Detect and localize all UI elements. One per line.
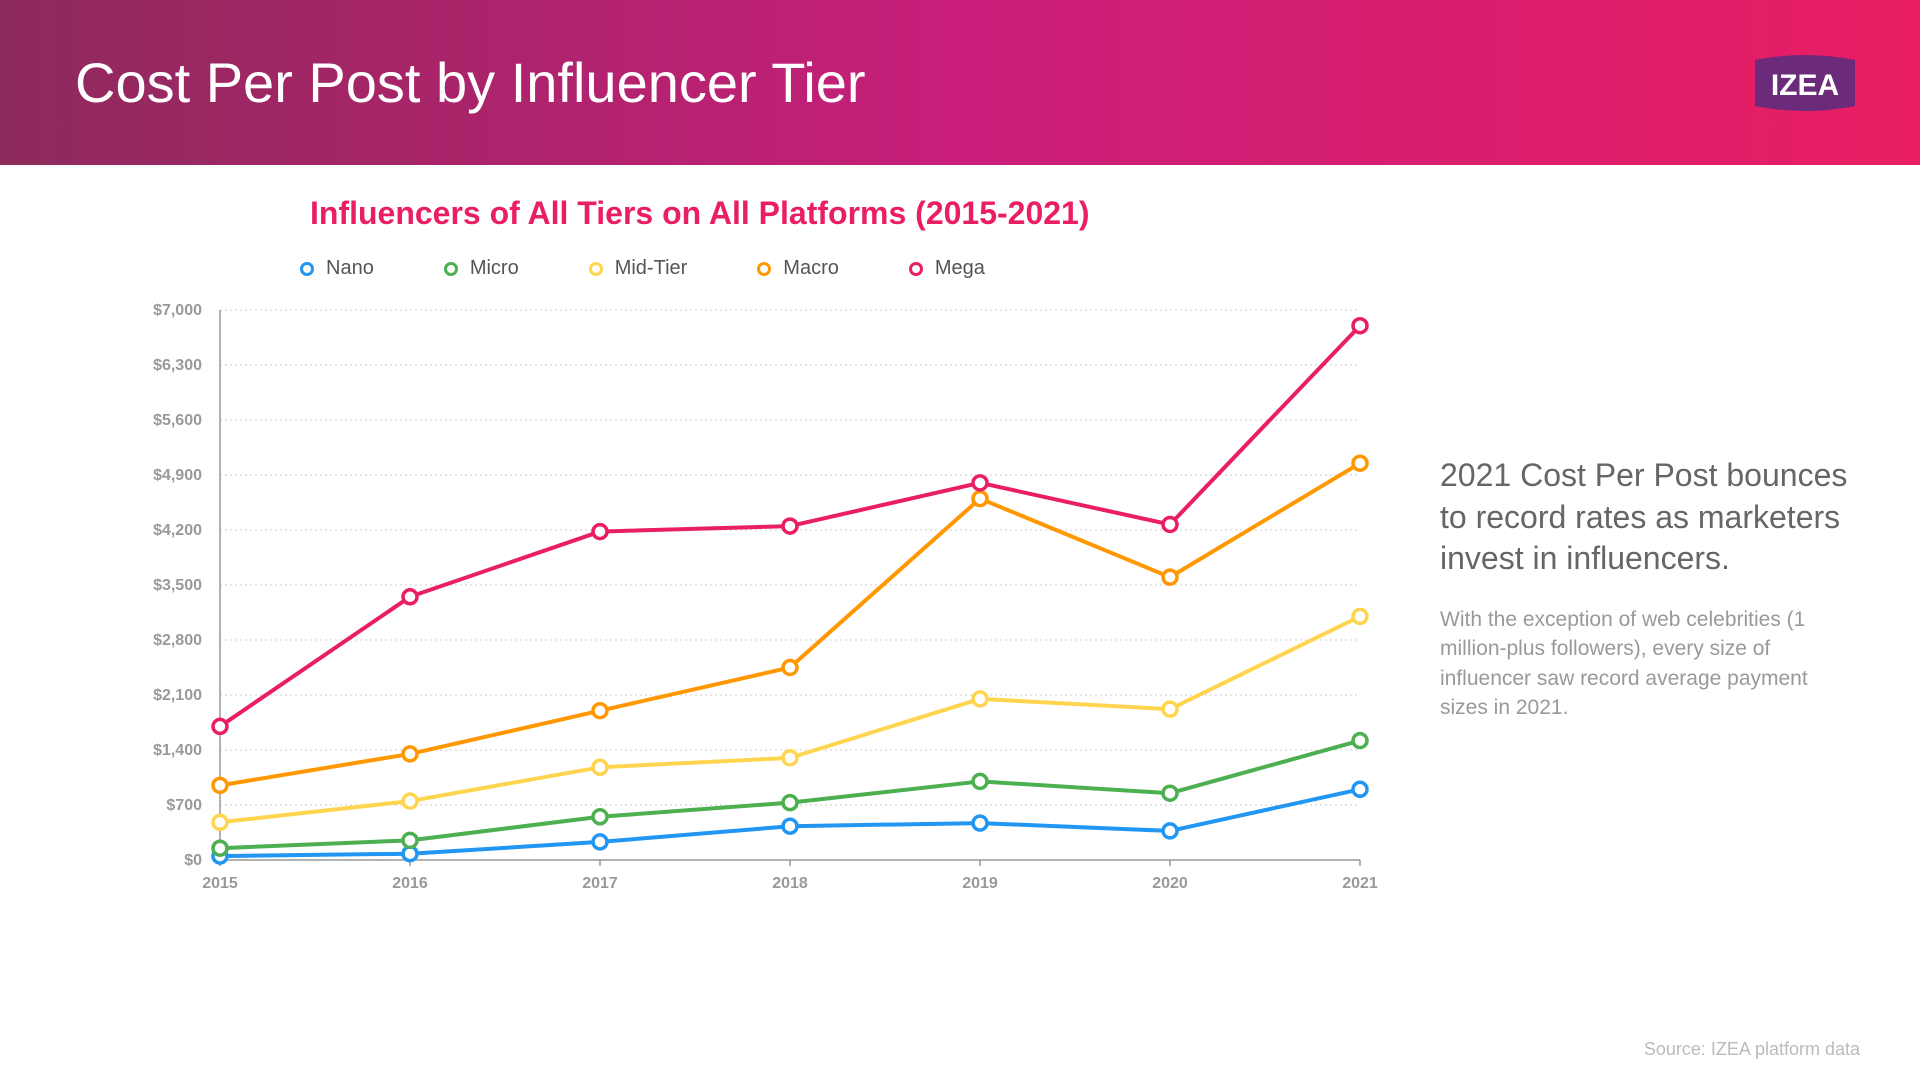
series-marker [783,661,797,675]
chart-title: Influencers of All Tiers on All Platform… [310,195,1400,232]
series-marker [1353,456,1367,470]
svg-text:2020: 2020 [1152,875,1188,892]
svg-text:$7,000: $7,000 [153,302,202,319]
series-marker [593,704,607,718]
svg-text:$0: $0 [184,852,202,869]
series-marker [1163,518,1177,532]
legend-item-micro: Micro [444,257,519,280]
series-marker [973,476,987,490]
side-text: 2021 Cost Per Post bounces to record rat… [1440,195,1860,950]
series-marker [1163,570,1177,584]
content-area: Influencers of All Tiers on All Platform… [0,165,1920,950]
series-marker [783,796,797,810]
series-marker [1353,734,1367,748]
series-marker [1163,702,1177,716]
izea-logo: IZEA [1750,48,1860,118]
legend-label: Nano [326,257,374,280]
svg-text:2017: 2017 [582,875,618,892]
svg-text:$1,400: $1,400 [153,742,202,759]
series-marker [403,747,417,761]
series-marker [403,590,417,604]
legend-marker-icon [757,262,771,276]
svg-text:2016: 2016 [392,875,428,892]
series-marker [403,794,417,808]
series-marker [1353,319,1367,333]
chart-container: $0 $700 $1,400 $2,100 $2,800 $3,500 $4,200 $4,9… [90,300,1390,950]
legend-label: Micro [470,257,519,280]
legend-item-macro: Macro [757,257,839,280]
source-attribution: Source: IZEA platform data [1644,1039,1860,1060]
legend-marker-icon [300,262,314,276]
series-marker [973,816,987,830]
logo-text: IZEA [1771,69,1839,102]
series-marker [1353,782,1367,796]
series-marker [213,719,227,733]
series-marker [973,492,987,506]
series-marker [1163,824,1177,838]
chart-legend: Nano Micro Mid-Tier Macro Mega [300,257,1400,280]
svg-text:2018: 2018 [772,875,808,892]
chart-section: Influencers of All Tiers on All Platform… [90,195,1400,950]
series-marker [593,810,607,824]
header-bar: Cost Per Post by Influencer Tier IZEA [0,0,1920,165]
svg-text:$700: $700 [166,797,202,814]
series-line-mid-tier [220,616,1360,822]
legend-label: Mega [935,257,985,280]
series-marker [593,835,607,849]
series-marker [973,774,987,788]
svg-text:2019: 2019 [962,875,998,892]
line-chart: $0 $700 $1,400 $2,100 $2,800 $3,500 $4,200 $4,9… [90,300,1390,920]
side-headline: 2021 Cost Per Post bounces to record rat… [1440,455,1860,580]
series-marker [593,760,607,774]
series-marker [213,841,227,855]
series-marker [1163,786,1177,800]
svg-text:$2,800: $2,800 [153,632,202,649]
svg-text:$3,500: $3,500 [153,577,202,594]
legend-marker-icon [589,262,603,276]
svg-text:$4,200: $4,200 [153,522,202,539]
series-marker [213,815,227,829]
legend-item-mid-tier: Mid-Tier [589,257,688,280]
legend-label: Macro [783,257,839,280]
side-body: With the exception of web celebrities (1… [1440,605,1860,723]
series-marker [213,778,227,792]
series-marker [783,751,797,765]
page-title: Cost Per Post by Influencer Tier [75,50,866,115]
series-marker [1353,609,1367,623]
series-line-macro [220,463,1360,785]
svg-text:$6,300: $6,300 [153,357,202,374]
series-marker [973,692,987,706]
series-marker [593,525,607,539]
series-marker [783,519,797,533]
legend-item-nano: Nano [300,257,374,280]
legend-label: Mid-Tier [615,257,688,280]
series-marker [403,833,417,847]
svg-text:$4,900: $4,900 [153,467,202,484]
svg-text:2015: 2015 [202,875,238,892]
legend-item-mega: Mega [909,257,985,280]
svg-text:2021: 2021 [1342,875,1378,892]
legend-marker-icon [909,262,923,276]
svg-text:$2,100: $2,100 [153,687,202,704]
svg-text:$5,600: $5,600 [153,412,202,429]
series-marker [783,819,797,833]
legend-marker-icon [444,262,458,276]
